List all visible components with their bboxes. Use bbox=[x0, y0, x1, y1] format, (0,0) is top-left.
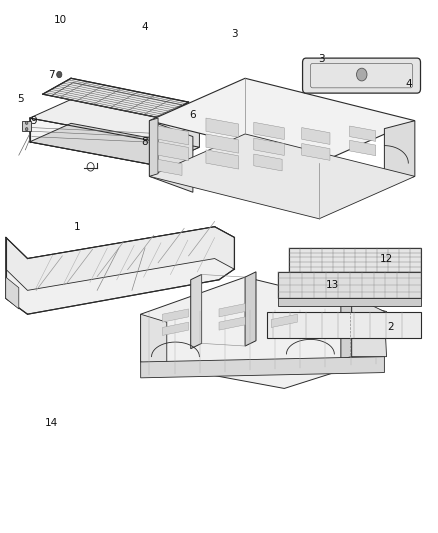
Polygon shape bbox=[254, 138, 284, 156]
Circle shape bbox=[25, 127, 28, 131]
Polygon shape bbox=[245, 272, 256, 346]
Circle shape bbox=[57, 71, 62, 78]
Polygon shape bbox=[302, 127, 330, 144]
Polygon shape bbox=[206, 134, 239, 153]
Polygon shape bbox=[302, 143, 330, 160]
Polygon shape bbox=[6, 227, 234, 290]
Polygon shape bbox=[206, 150, 239, 169]
Polygon shape bbox=[149, 120, 193, 192]
Text: 4: 4 bbox=[142, 22, 148, 32]
Text: 6: 6 bbox=[190, 110, 196, 120]
Polygon shape bbox=[350, 140, 376, 156]
Polygon shape bbox=[149, 134, 415, 219]
Polygon shape bbox=[6, 277, 19, 309]
Polygon shape bbox=[30, 100, 199, 142]
Polygon shape bbox=[158, 142, 188, 161]
Polygon shape bbox=[141, 357, 385, 378]
Polygon shape bbox=[254, 122, 284, 140]
Text: 3: 3 bbox=[318, 54, 325, 63]
Polygon shape bbox=[191, 274, 201, 349]
Text: 4: 4 bbox=[405, 78, 412, 88]
Polygon shape bbox=[141, 314, 167, 367]
Polygon shape bbox=[254, 154, 282, 171]
Polygon shape bbox=[267, 312, 421, 338]
Polygon shape bbox=[30, 118, 158, 166]
Polygon shape bbox=[162, 322, 188, 335]
Text: 12: 12 bbox=[380, 254, 393, 263]
Polygon shape bbox=[206, 118, 239, 138]
Polygon shape bbox=[219, 317, 245, 330]
Text: 14: 14 bbox=[45, 418, 58, 428]
Text: 9: 9 bbox=[31, 116, 37, 126]
Text: 2: 2 bbox=[388, 322, 394, 333]
Polygon shape bbox=[350, 126, 376, 141]
Polygon shape bbox=[352, 296, 387, 357]
Polygon shape bbox=[162, 309, 188, 322]
Polygon shape bbox=[22, 120, 31, 131]
Polygon shape bbox=[149, 78, 415, 163]
Polygon shape bbox=[158, 123, 199, 166]
Polygon shape bbox=[289, 248, 421, 272]
Polygon shape bbox=[158, 126, 188, 145]
Polygon shape bbox=[6, 227, 234, 314]
Polygon shape bbox=[278, 272, 421, 298]
Polygon shape bbox=[43, 78, 188, 118]
Polygon shape bbox=[271, 314, 297, 327]
FancyBboxPatch shape bbox=[303, 58, 420, 93]
Text: 5: 5 bbox=[18, 94, 24, 104]
Text: 1: 1 bbox=[74, 222, 81, 232]
Polygon shape bbox=[30, 123, 199, 166]
Polygon shape bbox=[385, 120, 415, 184]
Text: 10: 10 bbox=[53, 15, 67, 25]
Polygon shape bbox=[158, 159, 182, 175]
Circle shape bbox=[357, 68, 367, 81]
Polygon shape bbox=[141, 277, 387, 389]
Polygon shape bbox=[341, 296, 352, 359]
Text: 13: 13 bbox=[325, 280, 339, 290]
Text: 3: 3 bbox=[231, 29, 237, 39]
Circle shape bbox=[25, 121, 28, 124]
Text: 8: 8 bbox=[142, 137, 148, 147]
Text: 7: 7 bbox=[48, 70, 55, 79]
Polygon shape bbox=[278, 298, 421, 306]
Polygon shape bbox=[219, 304, 245, 317]
Polygon shape bbox=[306, 62, 417, 89]
Polygon shape bbox=[149, 118, 158, 176]
